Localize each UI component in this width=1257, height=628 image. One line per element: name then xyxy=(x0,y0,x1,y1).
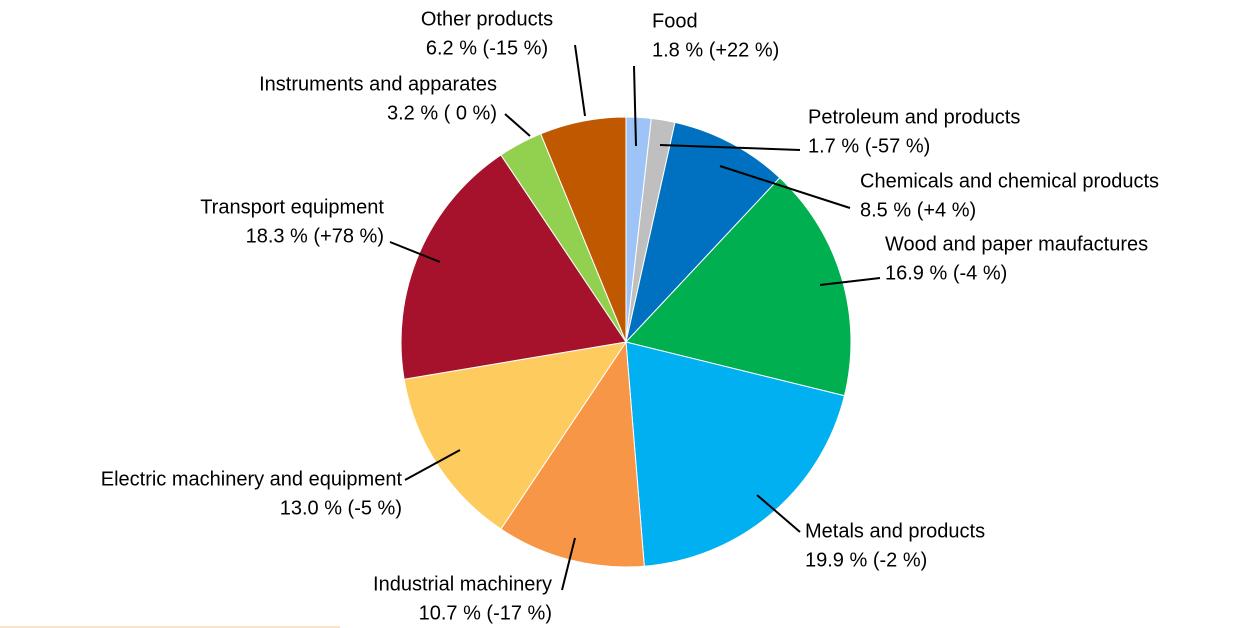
value-label: 1.8 % (+22 %) xyxy=(652,39,779,61)
leader-line xyxy=(574,44,586,117)
leader-line xyxy=(756,494,801,533)
value-label: 16.9 % (-4 %) xyxy=(885,262,1007,284)
pie-slice xyxy=(625,341,846,567)
slice-label: Other products xyxy=(421,8,553,30)
leader-line xyxy=(561,537,576,591)
leader-line xyxy=(719,165,851,209)
slice-label: Instruments and apparates xyxy=(259,73,497,95)
leader-line xyxy=(819,277,881,286)
leader-line xyxy=(389,241,441,263)
leader-line xyxy=(504,113,531,137)
value-label: 6.2 % (-15 %) xyxy=(426,37,548,59)
slice-label: Electric machinery and equipment xyxy=(101,468,403,490)
pie-slice xyxy=(540,116,627,343)
pie-slice xyxy=(625,121,781,344)
slice-label: Petroleum and products xyxy=(808,106,1020,128)
slice-label: Transport equipment xyxy=(200,196,384,218)
value-label: 13.0 % (-5 %) xyxy=(280,497,402,519)
pie-slice xyxy=(403,341,628,530)
leader-line xyxy=(659,144,801,151)
pie-slice xyxy=(625,177,852,397)
value-label: 10.7 % (-17 %) xyxy=(419,602,552,624)
value-label: 19.9 % (-2 %) xyxy=(805,549,927,571)
slice-label: Chemicals and chemical products xyxy=(860,170,1159,192)
value-label: 1.7 % (-57 %) xyxy=(808,135,930,157)
slice-label: Wood and paper maufactures xyxy=(885,233,1148,255)
slice-label: Industrial machinery xyxy=(373,573,552,595)
leader-line xyxy=(404,449,461,481)
value-label: 8.5 % (+4 %) xyxy=(860,199,976,221)
value-label: 3.2 % ( 0 %) xyxy=(387,102,497,124)
slice-label: Metals and products xyxy=(805,520,985,542)
value-label: 18.3 % (+78 %) xyxy=(246,225,384,247)
slice-label: Food xyxy=(652,10,698,32)
leader-line xyxy=(633,65,637,147)
